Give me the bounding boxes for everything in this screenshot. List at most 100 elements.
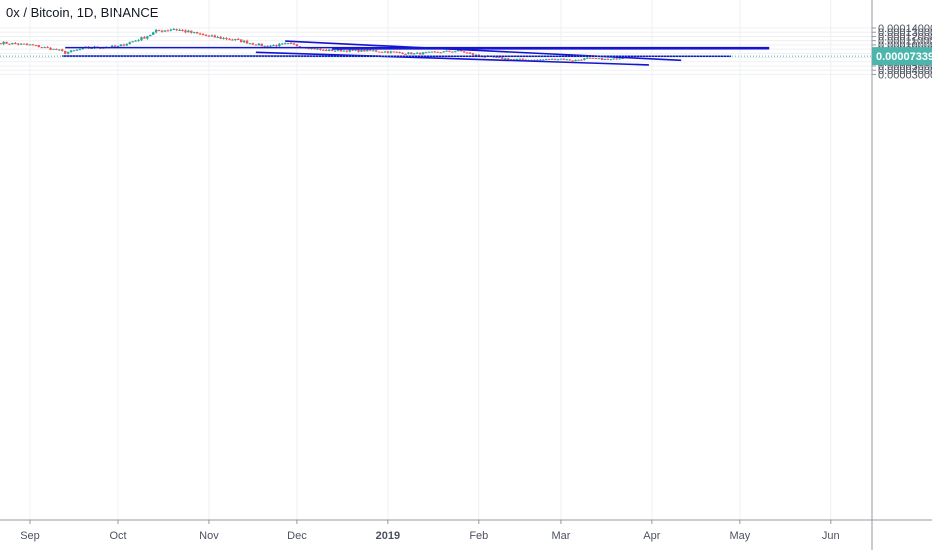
- candle-down: [477, 54, 480, 56]
- candle-up: [586, 57, 589, 59]
- candle-up: [272, 45, 275, 47]
- candle-down: [25, 43, 29, 45]
- candle-up: [430, 51, 434, 53]
- candle-down: [204, 35, 208, 37]
- candle-down: [506, 58, 510, 60]
- candle-up: [131, 41, 134, 43]
- candle-down: [325, 49, 328, 51]
- last-price-badge: [872, 47, 932, 66]
- candle-up: [134, 40, 137, 42]
- candle-down: [562, 58, 566, 60]
- candle-up: [146, 36, 149, 39]
- candle-up: [257, 43, 260, 46]
- candle-up: [609, 59, 612, 61]
- candle-up: [372, 50, 375, 52]
- candle-down: [245, 40, 249, 44]
- candle-up: [574, 59, 577, 61]
- candle-up: [618, 58, 621, 60]
- candle-up: [333, 50, 337, 52]
- candle-down: [219, 36, 222, 39]
- candle-down: [181, 30, 184, 32]
- candle-up: [328, 49, 331, 51]
- candlesticks: [0, 28, 630, 62]
- candle-up: [169, 29, 172, 31]
- candle-up: [172, 29, 175, 31]
- candle-up: [504, 58, 507, 60]
- candle-down: [295, 44, 299, 47]
- candle-down: [61, 49, 64, 51]
- candle-up: [137, 40, 140, 42]
- candle-up: [389, 51, 392, 53]
- time-tick-label: Sep: [20, 530, 40, 542]
- candle-down: [157, 29, 161, 31]
- candle-down: [55, 48, 58, 50]
- candle-down: [319, 48, 322, 50]
- candle-down: [46, 47, 49, 49]
- candle-up: [454, 51, 457, 53]
- candle-up: [336, 49, 340, 51]
- candle-up: [542, 59, 545, 61]
- candle-down: [401, 52, 404, 54]
- candle-down: [468, 52, 472, 54]
- candle-down: [357, 49, 360, 52]
- candle-down: [580, 59, 583, 61]
- candle-up: [495, 57, 498, 59]
- candle-down: [460, 49, 463, 52]
- candle-down: [275, 45, 278, 47]
- candle-up: [178, 30, 181, 32]
- candle-down: [395, 51, 398, 53]
- candle-up: [550, 58, 554, 60]
- candle-up: [110, 45, 114, 48]
- candle-down: [175, 29, 178, 31]
- candle-up: [545, 59, 548, 61]
- candle-down: [160, 30, 164, 32]
- candle-up: [222, 38, 225, 40]
- candle-down: [369, 49, 372, 51]
- time-tick-label: Feb: [469, 530, 488, 542]
- price-tick-label: 0.00003000: [878, 69, 932, 81]
- candle-up: [556, 59, 560, 61]
- candle-down: [615, 58, 618, 60]
- candle-up: [90, 47, 93, 49]
- candle-down: [433, 51, 436, 53]
- candle-up: [20, 43, 23, 45]
- candle-down: [198, 33, 202, 35]
- candle-up: [565, 59, 568, 61]
- candle-down: [404, 53, 407, 55]
- candle-up: [78, 49, 82, 51]
- candle-down: [600, 58, 604, 60]
- candle-down: [0, 43, 2, 45]
- candle-up: [263, 45, 266, 47]
- candle-down: [196, 32, 199, 34]
- candle-down: [436, 51, 439, 53]
- candle-up: [316, 48, 319, 50]
- price-tick-label: 0.00004000: [878, 65, 932, 77]
- candle-down: [322, 49, 325, 51]
- candle-down: [571, 60, 574, 62]
- candle-down: [231, 39, 234, 41]
- candle-down: [465, 52, 469, 54]
- candle-down: [201, 34, 205, 36]
- price-tick-label: 0.00014000: [878, 23, 932, 35]
- candle-up: [348, 49, 351, 52]
- candle-down: [213, 35, 216, 38]
- candle-down: [240, 39, 243, 43]
- candle-down: [113, 45, 117, 47]
- candle-up: [533, 59, 536, 61]
- candle-up: [149, 34, 152, 37]
- candle-up: [216, 36, 219, 38]
- candle-down: [548, 59, 551, 61]
- candle-down: [501, 57, 504, 59]
- candle-down: [225, 38, 228, 40]
- candle-down: [40, 47, 43, 49]
- time-tick-label: Jun: [822, 530, 840, 542]
- candle-down: [254, 44, 258, 46]
- candle-up: [597, 58, 601, 60]
- candle-up: [128, 42, 131, 45]
- candle-up: [424, 52, 428, 54]
- trendline: [255, 51, 649, 66]
- price-tick-label: 0.00012000: [878, 31, 932, 43]
- candle-up: [187, 30, 190, 33]
